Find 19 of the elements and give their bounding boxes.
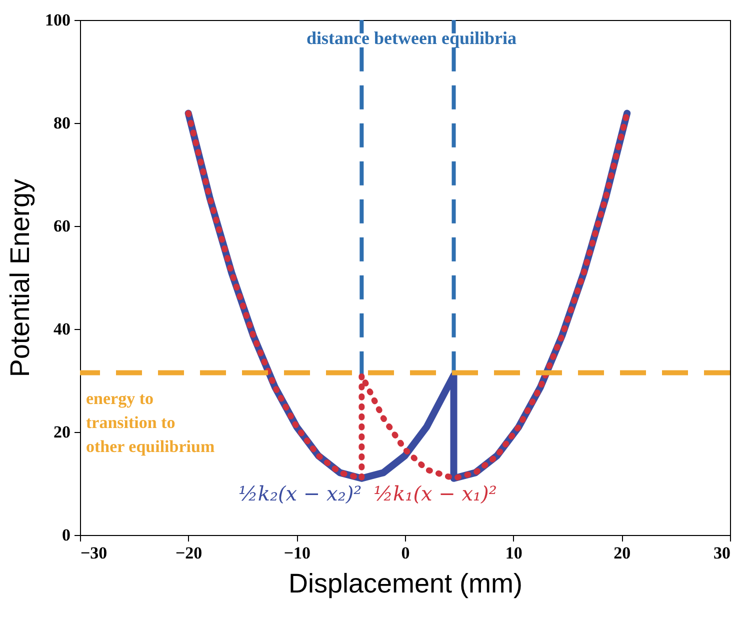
x-tick-label: 30	[714, 544, 730, 562]
annotation: distance between equilibria	[306, 28, 516, 48]
x-tick-label: −30	[80, 544, 108, 562]
x-tick-label: −10	[284, 544, 311, 562]
series-label: ½k₂(x − x₂)²	[238, 481, 362, 506]
y-tick-label: 20	[54, 422, 70, 442]
y-axis-title: Potential Energy	[5, 178, 35, 378]
x-tick-label: 0	[401, 544, 410, 562]
y-tick-label: 40	[54, 320, 70, 338]
y-tick-label: 100	[45, 10, 70, 30]
y-tick-label: 60	[54, 216, 70, 236]
series-label: ½k₁(x − x₁)²	[374, 481, 497, 506]
x-tick-label: 20	[614, 544, 631, 562]
ref-line-label: energy to transition to other equilibrium	[86, 388, 215, 456]
x-tick-label: −20	[175, 544, 202, 562]
y-tick-label: 0	[62, 526, 70, 544]
x-axis-title: Displacement (mm)	[288, 568, 523, 598]
y-tick-label: 80	[54, 114, 70, 132]
x-tick-label: 10	[505, 544, 522, 562]
